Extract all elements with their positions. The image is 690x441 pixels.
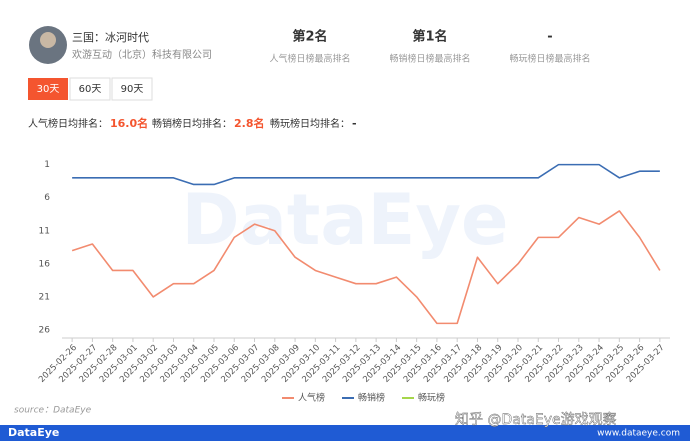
average-value: 2.8名: [234, 116, 265, 130]
legend-label: 人气榜: [298, 392, 325, 404]
footer-bar: [0, 425, 690, 441]
footer-credit: 知乎 @DataEye游戏观察: [455, 411, 617, 428]
tab-active[interactable]: [28, 78, 68, 100]
y-tick-label: 16: [39, 259, 51, 269]
y-tick-label: 21: [39, 292, 50, 302]
series-line: [72, 163, 660, 186]
average-value: -: [352, 117, 357, 130]
company: 欢游互动（北京）科技有限公司: [72, 48, 212, 61]
stat-label: 畅玩榜日榜最高排名: [509, 53, 590, 65]
tab-label: 30天: [37, 84, 60, 95]
stat-label: 人气榜日榜最高排名: [269, 53, 350, 65]
app-name: 三国：冰河时代: [72, 31, 149, 44]
app-icon-face: [40, 32, 56, 48]
y-tick-label: 1: [44, 160, 50, 170]
y-tick-label: 11: [39, 226, 50, 236]
y-tick-label: 26: [39, 326, 51, 336]
tab[interactable]: [111, 77, 153, 101]
average-label: 畅玩榜日均排名：: [270, 117, 350, 130]
average-label: 畅销榜日均排名：: [152, 117, 232, 130]
average-value: 16.0名: [110, 116, 148, 130]
stat-value: 第1名: [412, 29, 447, 45]
watermark: DataEye: [182, 179, 509, 261]
y-tick-label: 6: [44, 193, 50, 203]
stat-value: 第2名: [292, 29, 327, 45]
footer-url: www.dataeye.com: [597, 429, 680, 439]
series-line: [71, 210, 661, 325]
legend-label: 畅玩榜: [418, 392, 445, 404]
stat-value: -: [547, 30, 552, 45]
footer-brand: DataEye: [8, 426, 59, 439]
tab-label: 60天: [79, 84, 102, 95]
tab[interactable]: [69, 77, 111, 101]
stat-label: 畅销榜日榜最高排名: [389, 53, 470, 65]
tab-label: 90天: [121, 84, 144, 95]
source: source：DataEye: [14, 406, 92, 416]
legend-label: 畅销榜: [358, 392, 385, 404]
average-label: 人气榜日均排名：: [28, 117, 108, 130]
